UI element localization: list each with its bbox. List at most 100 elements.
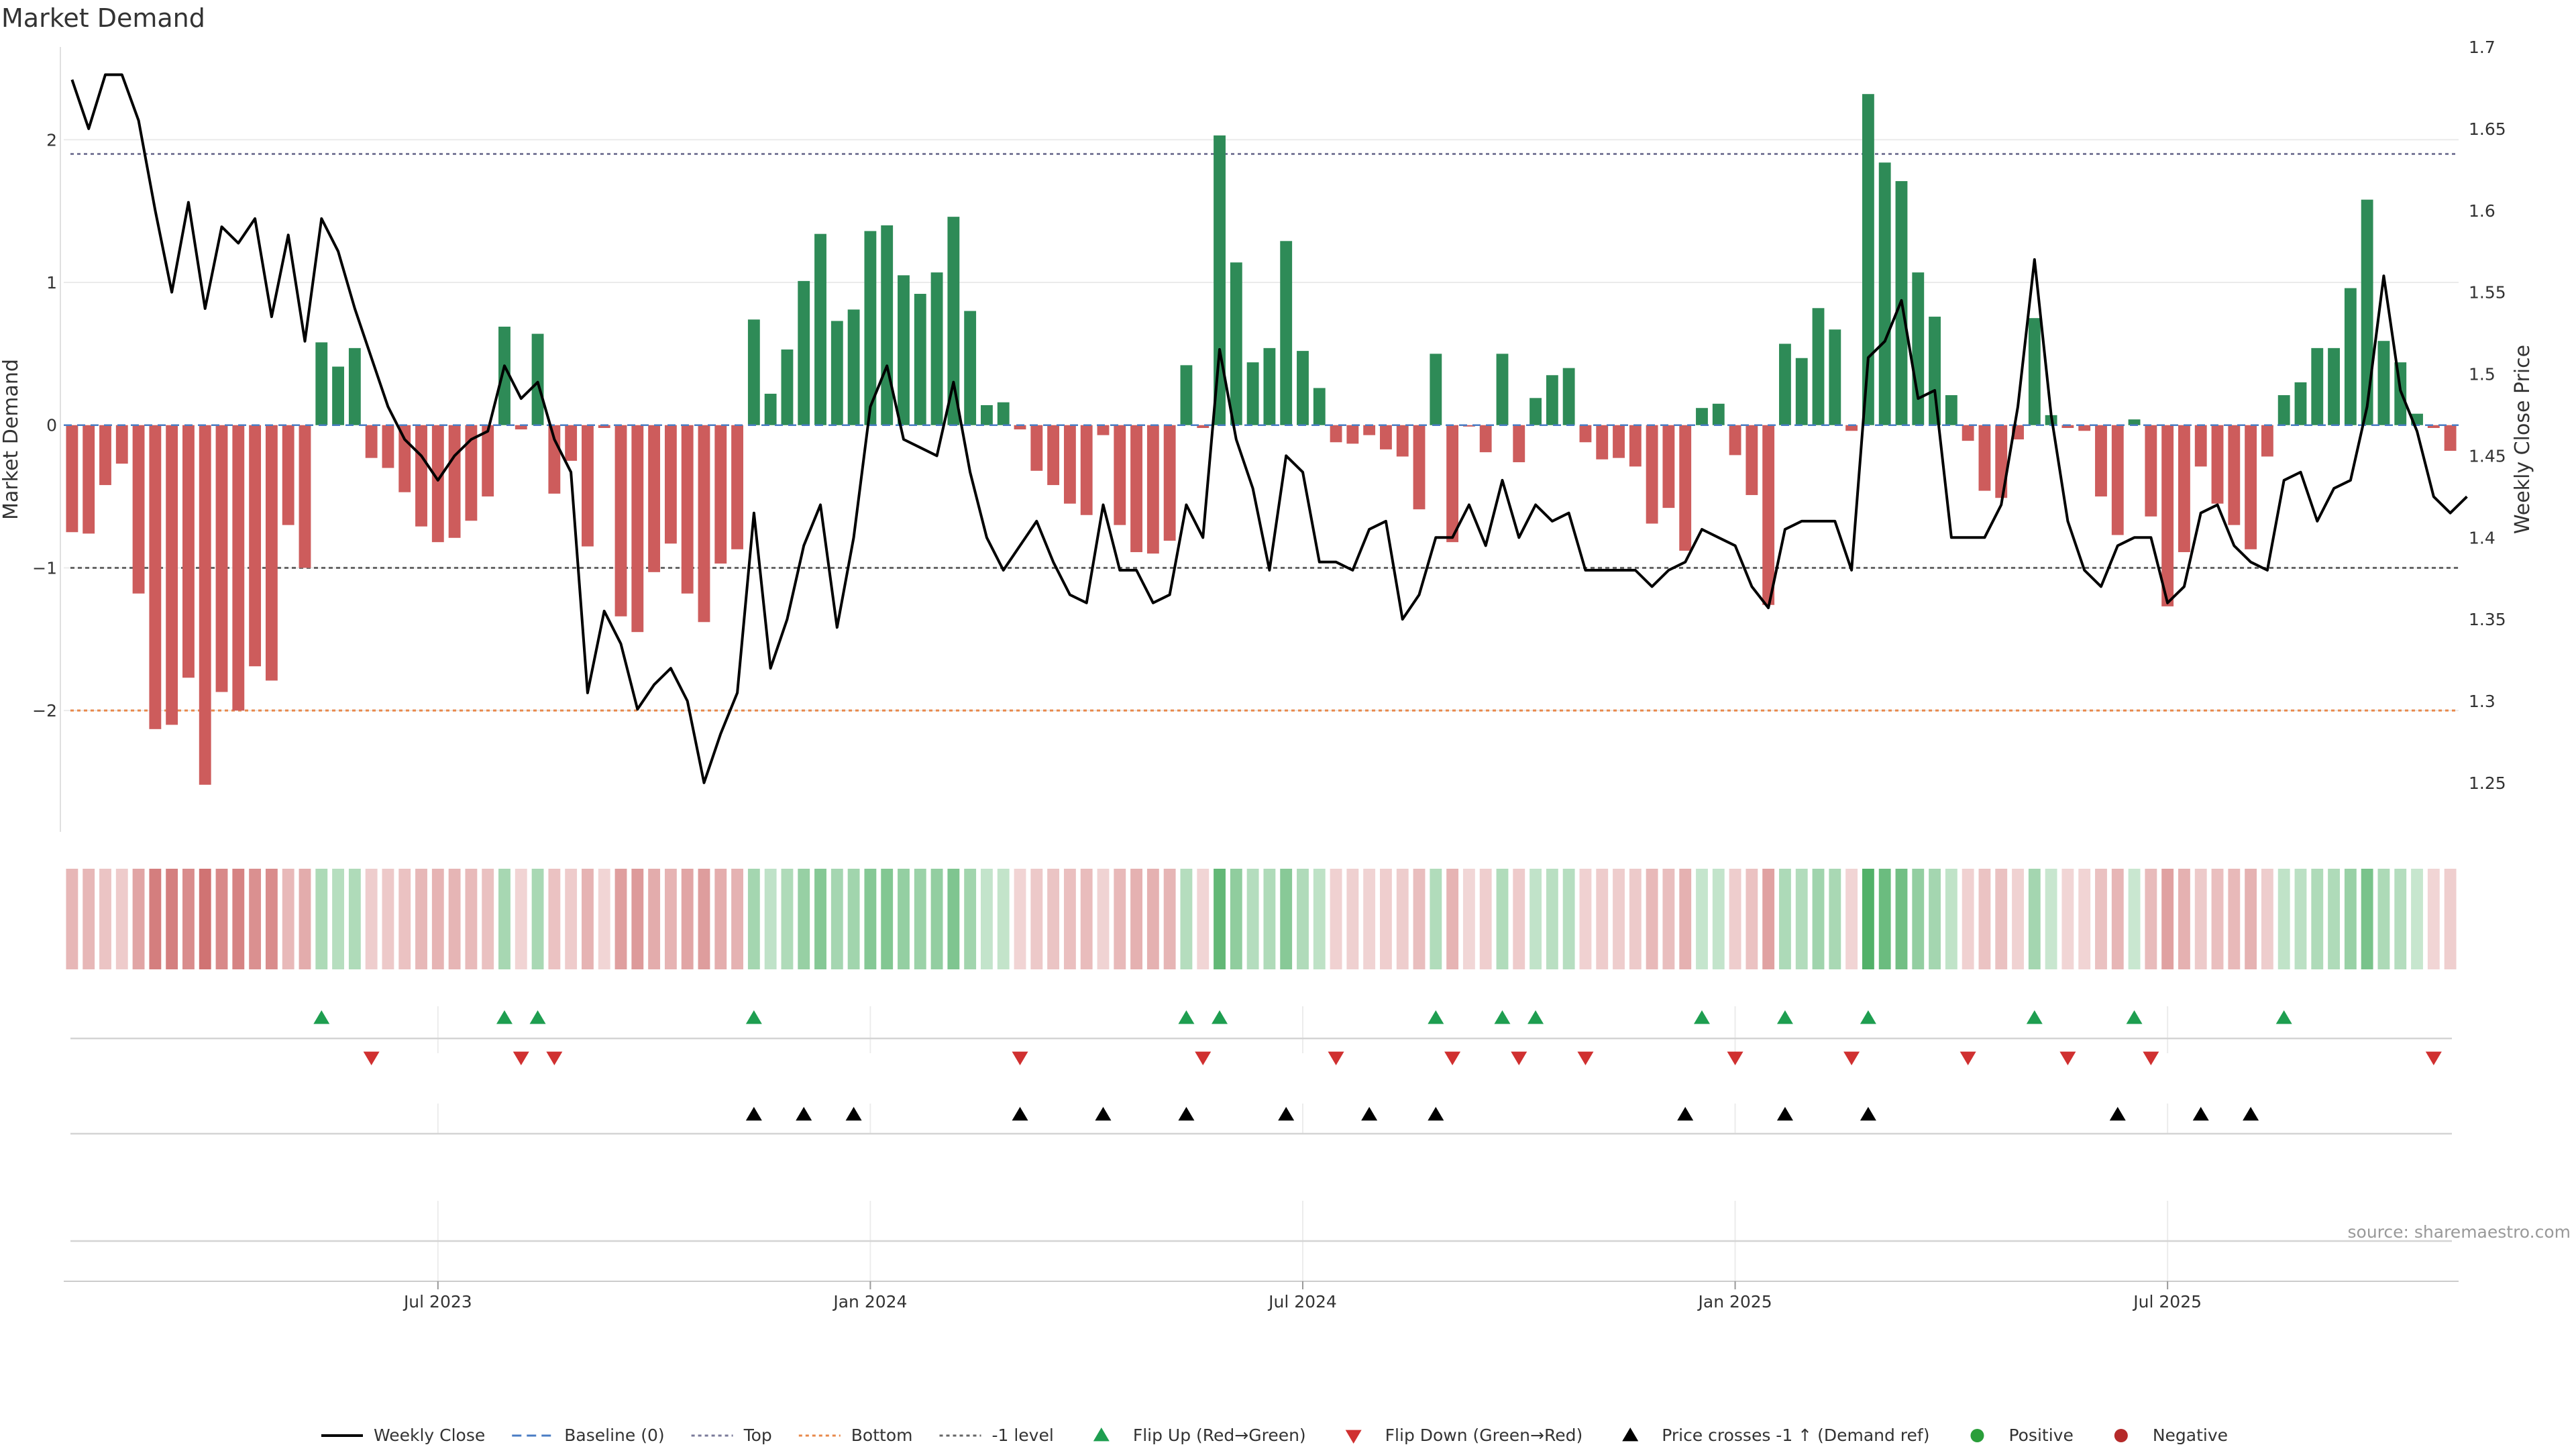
heat-cell bbox=[1862, 869, 1874, 969]
heat-cell bbox=[1214, 869, 1226, 969]
demand-bar-negative bbox=[99, 425, 111, 486]
heat-cell bbox=[1396, 869, 1409, 969]
heat-cell bbox=[199, 869, 211, 969]
heat-cell bbox=[448, 869, 461, 969]
demand-bar-positive bbox=[1862, 94, 1874, 425]
demand-bar-negative bbox=[1746, 425, 1758, 495]
heat-cell bbox=[1845, 869, 1858, 969]
heat-cell bbox=[1596, 869, 1609, 969]
demand-bar-positive bbox=[2277, 395, 2290, 425]
demand-bar-positive bbox=[2344, 288, 2357, 425]
heat-cell bbox=[2377, 869, 2390, 969]
demand-bar-positive bbox=[1779, 343, 1791, 425]
demand-bar-negative bbox=[1845, 425, 1858, 431]
heat-cell bbox=[764, 869, 777, 969]
heat-cell bbox=[1562, 869, 1575, 969]
demand-bar-negative bbox=[1579, 425, 1592, 443]
heat-cell bbox=[1246, 869, 1259, 969]
heat-cell bbox=[1746, 869, 1758, 969]
heat-cell bbox=[1130, 869, 1142, 969]
heat-cell bbox=[332, 869, 344, 969]
heat-cell bbox=[132, 869, 145, 969]
heat-cell bbox=[714, 869, 727, 969]
flip-up-marker bbox=[1494, 1010, 1511, 1024]
heat-cell bbox=[1613, 869, 1625, 969]
heat-cell bbox=[2194, 869, 2207, 969]
heat-cell bbox=[1646, 869, 1658, 969]
demand-bar-negative bbox=[2078, 425, 2091, 431]
heat-cell bbox=[2394, 869, 2407, 969]
demand-bar-negative bbox=[149, 425, 162, 729]
heat-cell bbox=[2361, 869, 2373, 969]
demand-bar-positive bbox=[1696, 408, 1708, 425]
heat-cell bbox=[997, 869, 1010, 969]
demand-bar-positive bbox=[1263, 347, 1276, 425]
demand-bar-negative bbox=[1363, 425, 1376, 435]
heat-cell bbox=[282, 869, 294, 969]
heat-cell bbox=[1762, 869, 1775, 969]
demand-bar-positive bbox=[981, 405, 993, 425]
price-cross-marker bbox=[1361, 1107, 1378, 1121]
heat-cell bbox=[1479, 869, 1492, 969]
demand-bar-positive bbox=[881, 225, 894, 425]
demand-bar-negative bbox=[2178, 425, 2190, 553]
heat-cell bbox=[1513, 869, 1525, 969]
flip-up-marker bbox=[1776, 1010, 1793, 1024]
demand-bar-negative bbox=[382, 425, 394, 468]
demand-bar-positive bbox=[1878, 162, 1891, 425]
flip-up-marker bbox=[2026, 1010, 2043, 1024]
demand-bar-negative bbox=[2228, 425, 2241, 525]
heat-cell bbox=[2211, 869, 2224, 969]
heat-cell bbox=[1812, 869, 1825, 969]
heat-cell bbox=[947, 869, 960, 969]
demand-bar-positive bbox=[1795, 358, 1808, 425]
heat-cell bbox=[66, 869, 78, 969]
x-tick-label: Jul 2025 bbox=[2132, 1292, 2202, 1311]
heat-cell bbox=[1779, 869, 1791, 969]
legend-label: Flip Up (Red→Green) bbox=[1133, 1426, 1306, 1445]
legend-label: Price crosses -1 ↑ (Demand ref) bbox=[1662, 1426, 1929, 1445]
demand-bar-positive bbox=[1313, 388, 1326, 425]
heat-cell bbox=[115, 869, 128, 969]
demand-bar-negative bbox=[1197, 425, 1210, 428]
demand-bar-positive bbox=[1529, 398, 1542, 425]
heat-cell bbox=[1729, 869, 1741, 969]
heat-cell bbox=[2294, 869, 2307, 969]
demand-bar-negative bbox=[1962, 425, 1974, 441]
heat-cell bbox=[2411, 869, 2423, 969]
flip-up-marker bbox=[1860, 1010, 1876, 1024]
heat-cell bbox=[1080, 869, 1093, 969]
heat-cell bbox=[2095, 869, 2107, 969]
demand-bar-negative bbox=[1014, 425, 1026, 430]
demand-bar-negative bbox=[1596, 425, 1609, 460]
heat-cell bbox=[681, 869, 694, 969]
demand-bar-negative bbox=[2061, 425, 2074, 428]
flip-up-marker bbox=[529, 1010, 546, 1024]
demand-bar-negative bbox=[1446, 425, 1459, 543]
heat-cell bbox=[1330, 869, 1342, 969]
demand-bar-positive bbox=[747, 319, 760, 425]
demand-bar-positive bbox=[1430, 354, 1442, 425]
right-tick-label: 1.65 bbox=[2469, 119, 2506, 139]
heat-cell bbox=[1962, 869, 1974, 969]
demand-bar-negative bbox=[83, 425, 95, 534]
heat-cell bbox=[1114, 869, 1126, 969]
legend-label: Positive bbox=[2008, 1426, 2073, 1445]
heat-cell bbox=[2061, 869, 2074, 969]
price-cross-marker bbox=[2243, 1107, 2259, 1121]
demand-bar-positive bbox=[930, 272, 943, 425]
heat-cell bbox=[2111, 869, 2124, 969]
legend: Weekly Close Baseline (0) Top Bottom -1 leve… bbox=[321, 1426, 2228, 1445]
heat-cell bbox=[698, 869, 710, 969]
x-tick-label: Jul 2023 bbox=[402, 1292, 472, 1311]
flip-down-marker bbox=[2425, 1051, 2442, 1065]
heat-cell bbox=[149, 869, 162, 969]
heat-cell bbox=[565, 869, 578, 969]
heat-cell bbox=[498, 869, 511, 969]
demand-bar-positive bbox=[2294, 382, 2307, 425]
heat-cell bbox=[215, 869, 228, 969]
heat-cell bbox=[465, 869, 478, 969]
demand-bar-negative bbox=[132, 425, 145, 594]
demand-bar-positive bbox=[1297, 351, 1309, 425]
heat-cell bbox=[232, 869, 245, 969]
